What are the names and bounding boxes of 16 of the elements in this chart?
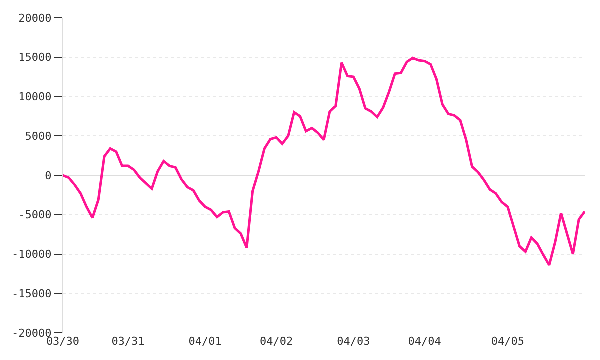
y-tick-label: 10000 (18, 90, 52, 104)
x-tick-label: 04/03 (337, 335, 370, 348)
y-tick-label: -10000 (12, 248, 52, 262)
y-tick-label: 0 (45, 169, 52, 182)
x-tick-label: 03/30 (46, 335, 80, 348)
x-tick-label: 04/01 (188, 335, 222, 348)
x-tick-label: 04/05 (491, 335, 524, 348)
x-tick-label: 04/04 (408, 335, 442, 348)
x-tick-label: 04/02 (260, 335, 294, 348)
y-tick-label: 5000 (25, 130, 52, 143)
line-series (63, 56, 585, 267)
y-tick-label: -15000 (12, 287, 52, 300)
x-tick-label: 03/31 (112, 335, 145, 348)
y-tick-label: 15000 (18, 51, 52, 64)
y-tick-label: -5000 (18, 208, 52, 222)
y-tick-label: 20000 (18, 12, 52, 25)
